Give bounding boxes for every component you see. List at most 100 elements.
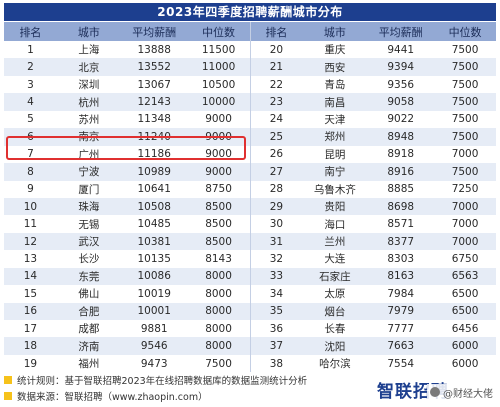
- right-avg-salary-cell: 7554: [387, 357, 415, 370]
- footer-stats-rule: 统计规则：基于智联招聘2023年在线招聘数据库的数据监测统计分析: [4, 373, 307, 387]
- left-rank-cell: 10: [23, 200, 38, 213]
- header-city-right: 城市: [323, 25, 346, 39]
- right-median-cell: 7500: [451, 130, 479, 143]
- right-avg-salary-cell: 7663: [387, 340, 415, 353]
- left-city-cell: 长沙: [78, 253, 100, 266]
- left-rank-cell: 16: [23, 305, 38, 318]
- left-city-cell: 无锡: [78, 218, 100, 231]
- right-avg-salary-cell: 9356: [387, 78, 415, 91]
- right-median-cell: 7250: [451, 183, 479, 196]
- right-rank-cell: 37: [249, 337, 303, 355]
- right-median-cell: 6000: [451, 357, 479, 370]
- right-city-cell: 哈尔滨: [319, 358, 351, 371]
- left-rank-cell: 2: [27, 61, 34, 74]
- right-avg-salary-cell: 7979: [387, 305, 415, 318]
- left-avg-salary-cell: 10989: [137, 165, 171, 178]
- right-city-cell: 兰州: [324, 236, 346, 249]
- right-median-cell: 7500: [451, 96, 479, 109]
- left-city-cell: 宁波: [78, 166, 100, 179]
- right-avg-salary-cell: 9394: [387, 61, 415, 74]
- right-city-cell: 重庆: [324, 44, 346, 57]
- left-median-cell: 8000: [205, 305, 232, 318]
- right-city-cell: 长春: [324, 323, 346, 336]
- right-rank-cell: 38: [249, 354, 303, 373]
- highlight-box-guangzhou: [6, 136, 246, 160]
- left-avg-salary-cell: 9473: [140, 357, 168, 370]
- left-rank-cell: 12: [23, 235, 38, 248]
- left-avg-salary-cell: 10508: [137, 200, 171, 213]
- right-median-cell: 7000: [451, 235, 479, 248]
- table-title: 2023年四季度招聘薪酬城市分布: [4, 3, 496, 21]
- table-row: 10 珠海 10508 8500 29 贵阳 8698 7000: [4, 197, 496, 216]
- left-median-cell: 10000: [201, 96, 236, 109]
- right-median-cell: 7500: [451, 165, 479, 178]
- right-median-cell: 6500: [451, 287, 479, 300]
- right-rank-cell: 32: [249, 250, 303, 268]
- left-rank-cell: 15: [23, 287, 38, 300]
- table-header: 排名 城市 平均薪酬 中位数 排名 城市 平均薪酬 中位数: [4, 22, 496, 41]
- right-city-cell: 乌鲁木齐: [313, 183, 356, 196]
- table-row: 8 宁波 10989 9000 27 南宁 8916 7500: [4, 163, 496, 181]
- table-row: 17 成都 9881 8000 36 长春 7777 6456: [4, 320, 496, 338]
- bullet-square: [4, 392, 12, 400]
- right-rank-cell: 21: [249, 58, 303, 76]
- right-rank-cell: 24: [249, 110, 303, 129]
- right-rank-cell: 35: [249, 302, 303, 320]
- left-city-cell: 佛山: [78, 288, 100, 301]
- right-avg-salary-cell: 7984: [387, 287, 415, 300]
- right-avg-salary-cell: 8918: [387, 148, 415, 161]
- right-avg-salary-cell: 9022: [387, 113, 415, 126]
- left-median-cell: 10500: [201, 78, 236, 91]
- left-avg-salary-cell: 10485: [137, 218, 171, 231]
- footer-data-source: 数据来源：智联招聘（www.zhaopin.com）: [4, 389, 208, 403]
- right-avg-salary-cell: 8377: [387, 235, 415, 248]
- right-median-cell: 6500: [451, 305, 479, 318]
- right-city-cell: 南昌: [324, 96, 346, 109]
- right-avg-salary-cell: 8303: [387, 252, 415, 265]
- left-avg-salary-cell: 10001: [137, 305, 171, 318]
- left-median-cell: 9000: [205, 165, 232, 178]
- left-avg-salary-cell: 13067: [137, 78, 171, 91]
- left-avg-salary-cell: 10135: [137, 252, 171, 265]
- right-median-cell: 6563: [451, 270, 479, 283]
- left-median-cell: 8000: [205, 340, 232, 353]
- left-city-cell: 成都: [78, 323, 100, 336]
- right-rank-cell: 30: [249, 215, 303, 233]
- right-median-cell: 6750: [451, 252, 479, 265]
- right-avg-salary-cell: 8916: [387, 165, 415, 178]
- left-median-cell: 11500: [201, 43, 236, 56]
- header-avg-salary-right: 平均薪酬: [378, 25, 423, 39]
- right-city-cell: 太原: [324, 288, 346, 301]
- right-rank-cell: 25: [249, 128, 303, 146]
- left-median-cell: 8000: [205, 322, 232, 335]
- right-avg-salary-cell: 9058: [387, 96, 415, 109]
- left-median-cell: 8500: [205, 235, 232, 248]
- table-row: 15 佛山 10019 8000 34 太原 7984 6500: [4, 285, 496, 303]
- right-rank-cell: 28: [249, 180, 303, 198]
- right-city-cell: 烟台: [324, 305, 346, 318]
- table-row: 2 北京 13552 11000 21 西安 9394 7500: [4, 58, 496, 76]
- data-source-text: 数据来源：智联招聘（www.zhaopin.com）: [17, 392, 208, 403]
- left-median-cell: 8500: [205, 218, 232, 231]
- header-rank-left: 排名: [19, 25, 42, 39]
- table-row: 9 厦门 10641 8750 28 乌鲁木齐 8885 7250: [4, 180, 496, 198]
- watermark-text: @财经大佬: [443, 388, 493, 400]
- right-city-cell: 西安: [324, 61, 346, 74]
- right-rank-cell: 29: [249, 197, 303, 216]
- table-body: 1 上海 13888 11500 20 重庆 9441 7500 2 北京 13552 11000 21…: [4, 41, 496, 373]
- header-rank-right: 排名: [249, 22, 303, 41]
- table-row: 1 上海 13888 11500 20 重庆 9441 7500: [4, 41, 496, 59]
- right-avg-salary-cell: 8698: [387, 200, 415, 213]
- right-avg-salary-cell: 7777: [387, 322, 415, 335]
- left-rank-cell: 19: [23, 357, 38, 370]
- right-median-cell: 6456: [451, 322, 479, 335]
- right-median-cell: 7500: [451, 78, 479, 91]
- table-row: 12 武汉 10381 8500 31 兰州 8377 7000: [4, 232, 496, 251]
- left-rank-cell: 7: [27, 148, 34, 161]
- table-row: 5 苏州 11348 9000 24 天津 9022 7500: [4, 110, 496, 129]
- left-rank-cell: 5: [27, 113, 34, 126]
- right-city-cell: 海口: [324, 218, 346, 231]
- right-city-cell: 南宁: [324, 166, 346, 179]
- left-avg-salary-cell: 9881: [140, 322, 168, 335]
- left-rank-cell: 14: [23, 270, 38, 283]
